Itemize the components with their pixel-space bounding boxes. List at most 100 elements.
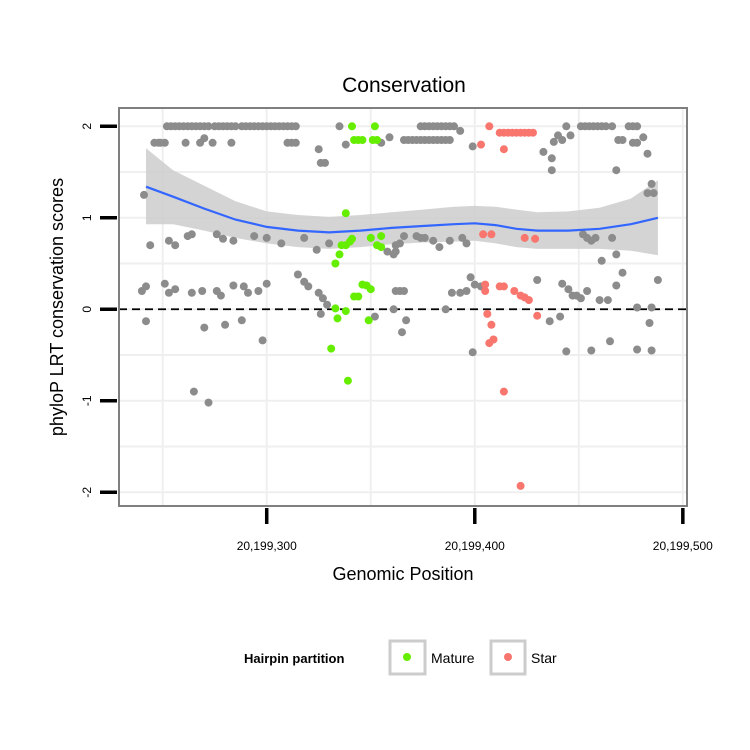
x-tick-label: 20,199,300 (237, 539, 297, 553)
point-other (258, 336, 267, 345)
point-other (219, 234, 227, 243)
point-other (618, 268, 627, 277)
point-other (647, 303, 656, 312)
point-other (164, 236, 173, 245)
point-other (200, 134, 209, 143)
point-other (456, 288, 465, 297)
point-mature (377, 243, 386, 252)
point-other (468, 348, 477, 357)
point-other (277, 239, 286, 248)
legend: Hairpin partition Mature Star (244, 639, 557, 676)
point-other (212, 230, 221, 239)
smooth-trend-line (145, 185, 659, 234)
point-other (171, 285, 180, 294)
data-points (137, 122, 662, 490)
point-other (262, 279, 271, 288)
point-star (529, 128, 537, 137)
point-other (445, 236, 454, 245)
y-axis: -2 -1 0 1 2 (80, 123, 117, 498)
point-other (441, 305, 450, 314)
point-mature (358, 136, 367, 144)
point-star (481, 280, 490, 289)
point-other (395, 239, 404, 248)
point-other (239, 282, 248, 291)
point-other (370, 312, 379, 321)
point-other (304, 282, 313, 291)
point-mature (343, 376, 352, 385)
point-mature (333, 314, 342, 323)
point-other (216, 291, 225, 300)
point-mature (373, 136, 381, 144)
point-other (254, 287, 263, 295)
point-other (200, 323, 209, 332)
point-other (547, 166, 556, 175)
point-other (164, 288, 173, 297)
point-star (499, 387, 508, 396)
point-other (385, 133, 394, 142)
legend-label-star: Star (531, 650, 557, 666)
point-other (189, 387, 198, 396)
chart-title: Conservation (342, 74, 466, 97)
point-star (524, 296, 533, 305)
point-other (606, 337, 614, 346)
point-other (612, 250, 621, 259)
y-tick-label: -1 (80, 395, 94, 406)
point-mature (341, 307, 350, 316)
point-other (171, 241, 180, 250)
point-other (187, 288, 196, 297)
point-other (314, 145, 323, 154)
point-other (533, 276, 542, 284)
point-other (435, 243, 444, 252)
point-other (612, 281, 621, 290)
point-mature (335, 250, 344, 259)
point-star (487, 320, 496, 329)
point-star (479, 230, 488, 239)
point-star (499, 145, 508, 154)
x-axis-title: Genomic Position (332, 564, 473, 584)
point-other (341, 140, 350, 149)
point-other (335, 122, 344, 131)
point-mature (331, 259, 340, 268)
point-other (603, 296, 612, 305)
x-tick-label: 20,199,400 (445, 539, 505, 553)
point-other (325, 239, 334, 248)
legend-swatch-star (504, 653, 512, 661)
y-tick-label: 1 (80, 214, 94, 221)
point-other (244, 288, 252, 297)
point-other (291, 122, 300, 131)
plot-background (119, 108, 687, 506)
point-other (549, 137, 558, 146)
point-other (318, 294, 327, 303)
point-other (647, 346, 656, 355)
point-other (391, 247, 400, 256)
point-mature (341, 209, 350, 218)
point-other (187, 230, 196, 239)
point-other (462, 239, 471, 248)
smooth-line (145, 185, 659, 234)
point-other (545, 317, 554, 326)
point-other (597, 256, 606, 265)
legend-title: Hairpin partition (244, 651, 344, 666)
point-other (608, 233, 617, 242)
point-other (587, 346, 596, 355)
legend-item-star: Star (489, 639, 557, 676)
plot-panel (118, 107, 688, 507)
point-other (547, 154, 556, 163)
point-other (160, 138, 169, 147)
point-other (595, 296, 604, 305)
point-other (323, 300, 332, 309)
point-other (262, 233, 271, 242)
point-other (639, 133, 648, 142)
point-mature (327, 344, 336, 353)
point-other (291, 138, 300, 147)
point-mature (366, 285, 375, 294)
point-other (400, 287, 408, 295)
point-other (160, 279, 169, 288)
point-star (481, 287, 490, 295)
point-mature (331, 304, 340, 313)
plot-border (118, 107, 688, 507)
point-other (633, 303, 642, 312)
point-other (591, 233, 600, 242)
point-star (483, 309, 492, 318)
